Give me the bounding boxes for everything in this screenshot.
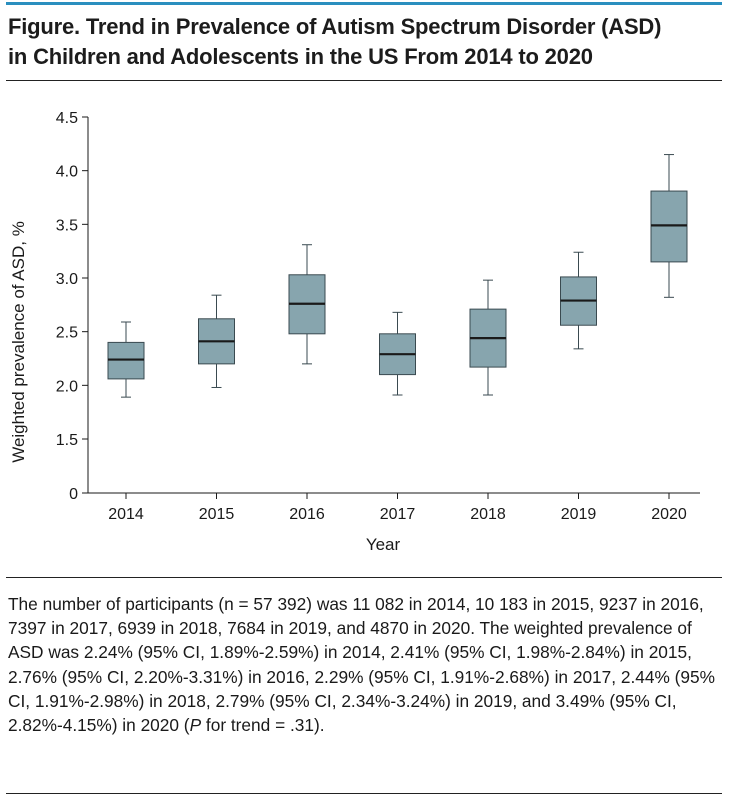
caption-text-end: for trend = .31). [201, 715, 325, 736]
x-tick-label: 2016 [289, 506, 325, 523]
x-tick-label: 2020 [651, 506, 687, 523]
chart-boxes [107, 154, 688, 398]
chart-axes: 0 1.5 2.0 2.5 3.0 3.5 4.0 4.5 2014 2015 2016 2017 20… [56, 110, 700, 523]
y-tick-label: 4.0 [56, 164, 78, 181]
title-divider [6, 80, 722, 81]
box-plot-chart: 0 1.5 2.0 2.5 3.0 3.5 4.0 4.5 2014 2015 2016 2017 20… [9, 110, 700, 554]
caption-top-divider [6, 577, 722, 578]
figure-caption: The number of participants (n = 57 392) … [8, 592, 722, 737]
x-axis-label: Year [366, 535, 401, 554]
caption-p-symbol: P [189, 715, 202, 736]
box-2019 [560, 251, 597, 350]
y-tick-label: 3.5 [56, 217, 78, 234]
box-2020 [650, 154, 688, 298]
x-tick-label: 2017 [380, 506, 416, 523]
y-tick-label: 0 [69, 486, 78, 503]
title-accent-rule [6, 2, 722, 5]
caption-bottom-divider [6, 793, 722, 794]
figure-title-line-1: Figure. Trend in Prevalence of Autism Sp… [8, 14, 662, 39]
box-2014 [107, 321, 145, 398]
y-tick-label: 1.5 [56, 432, 78, 449]
box-2016 [288, 244, 326, 365]
x-tick-label: 2015 [199, 506, 235, 523]
figure-title: Figure. Trend in Prevalence of Autism Sp… [8, 12, 718, 72]
x-tick-label: 2018 [470, 506, 506, 523]
figure-title-line-2: in Children and Adolescents in the US Fr… [8, 44, 593, 69]
x-tick-label: 2019 [561, 506, 597, 523]
y-tick-label: 4.5 [56, 110, 78, 127]
y-tick-label: 3.0 [56, 271, 78, 288]
box-2018 [469, 279, 507, 396]
y-tick-label: 2.5 [56, 325, 78, 342]
caption-text-main: The number of participants (n = 57 392) … [8, 594, 716, 736]
caption-text: The number of participants (n = 57 392) … [8, 592, 722, 737]
x-tick-label: 2014 [108, 506, 144, 523]
y-axis-label: Weighted prevalence of ASD, % [9, 221, 28, 463]
y-tick-label: 2.0 [56, 378, 78, 395]
box-2015 [198, 294, 235, 388]
box-2017 [379, 311, 416, 396]
